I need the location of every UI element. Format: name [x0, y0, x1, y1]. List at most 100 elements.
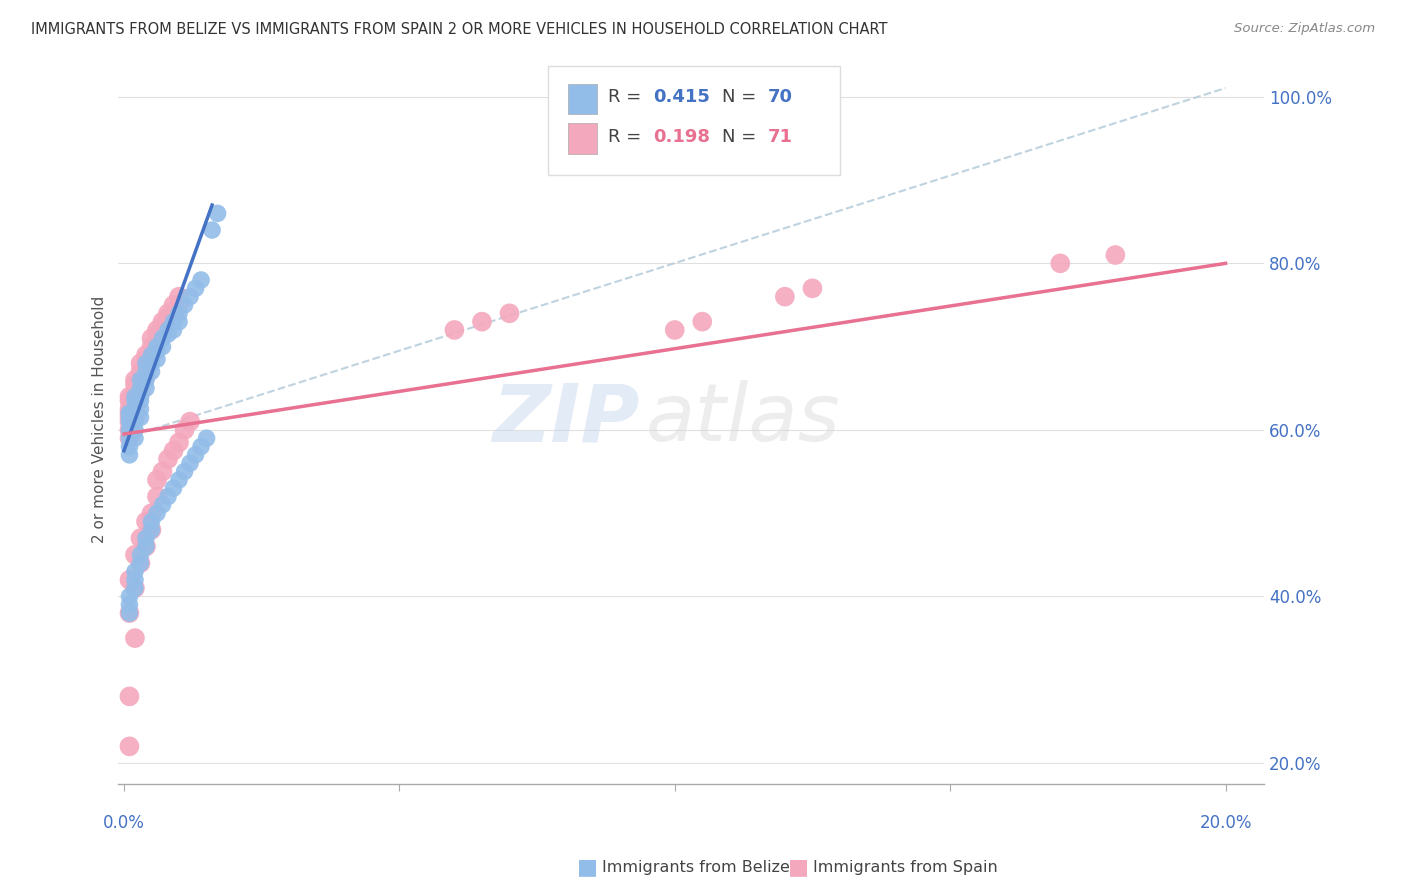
- Point: [141, 348, 163, 362]
- Text: N =: N =: [723, 128, 762, 146]
- Point: [118, 573, 141, 587]
- Point: [173, 465, 195, 479]
- Point: [162, 443, 184, 458]
- Point: [124, 565, 146, 579]
- Point: [443, 323, 465, 337]
- Point: [129, 373, 152, 387]
- Point: [124, 393, 146, 408]
- Point: [173, 423, 195, 437]
- Point: [129, 390, 152, 404]
- Point: [152, 327, 174, 342]
- FancyBboxPatch shape: [548, 66, 841, 176]
- Point: [773, 290, 796, 304]
- Point: [141, 523, 163, 537]
- Point: [162, 323, 184, 337]
- Point: [124, 385, 146, 400]
- Text: Source: ZipAtlas.com: Source: ZipAtlas.com: [1234, 22, 1375, 36]
- Point: [167, 315, 190, 329]
- Point: [118, 393, 141, 408]
- Point: [162, 298, 184, 312]
- Point: [135, 348, 157, 362]
- Point: [124, 631, 146, 645]
- Text: 0.198: 0.198: [654, 128, 710, 146]
- Point: [124, 573, 146, 587]
- Point: [179, 415, 201, 429]
- Point: [135, 540, 157, 554]
- Point: [135, 360, 157, 375]
- Point: [167, 435, 190, 450]
- Point: [118, 415, 141, 429]
- Point: [1104, 248, 1126, 262]
- Point: [135, 373, 157, 387]
- Point: [118, 415, 141, 429]
- Point: [141, 331, 163, 345]
- Point: [152, 318, 174, 333]
- Point: [167, 298, 190, 312]
- Y-axis label: 2 or more Vehicles in Household: 2 or more Vehicles in Household: [93, 296, 107, 543]
- Point: [129, 381, 152, 395]
- Point: [190, 440, 212, 454]
- Text: R =: R =: [607, 88, 647, 106]
- Text: ■: ■: [578, 857, 598, 877]
- Point: [141, 523, 163, 537]
- Point: [129, 373, 152, 387]
- Point: [135, 352, 157, 367]
- Point: [129, 402, 152, 417]
- Text: Immigrants from Spain: Immigrants from Spain: [813, 860, 997, 874]
- Point: [201, 223, 224, 237]
- Point: [162, 315, 184, 329]
- Point: [118, 390, 141, 404]
- Text: atlas: atlas: [645, 381, 841, 458]
- Point: [146, 340, 169, 354]
- Text: N =: N =: [723, 88, 762, 106]
- Point: [124, 581, 146, 595]
- Point: [141, 348, 163, 362]
- Point: [118, 606, 141, 620]
- Point: [152, 340, 174, 354]
- Point: [162, 481, 184, 495]
- Point: [146, 506, 169, 520]
- Point: [124, 548, 146, 562]
- Point: [118, 690, 141, 704]
- Point: [141, 356, 163, 370]
- Text: ZIP: ZIP: [492, 381, 640, 458]
- Point: [118, 402, 141, 417]
- Point: [118, 590, 141, 604]
- Point: [118, 431, 141, 445]
- Point: [156, 327, 179, 342]
- Point: [129, 531, 152, 545]
- Text: 0.0%: 0.0%: [103, 814, 145, 832]
- Point: [124, 410, 146, 425]
- Point: [124, 410, 146, 425]
- Point: [141, 515, 163, 529]
- Point: [135, 540, 157, 554]
- Point: [118, 598, 141, 612]
- Point: [152, 331, 174, 345]
- Point: [156, 452, 179, 467]
- Point: [124, 423, 146, 437]
- Point: [118, 406, 141, 420]
- Point: [207, 206, 229, 220]
- Point: [471, 315, 494, 329]
- Text: IMMIGRANTS FROM BELIZE VS IMMIGRANTS FROM SPAIN 2 OR MORE VEHICLES IN HOUSEHOLD : IMMIGRANTS FROM BELIZE VS IMMIGRANTS FRO…: [31, 22, 887, 37]
- Point: [152, 498, 174, 512]
- Point: [124, 390, 146, 404]
- Text: 20.0%: 20.0%: [1199, 814, 1251, 832]
- Point: [184, 448, 207, 462]
- Point: [124, 393, 146, 408]
- Point: [664, 323, 686, 337]
- Point: [801, 281, 824, 295]
- Point: [118, 410, 141, 425]
- Point: [146, 490, 169, 504]
- Point: [167, 473, 190, 487]
- Point: [124, 402, 146, 417]
- Point: [141, 340, 163, 354]
- Point: [129, 393, 152, 408]
- Point: [146, 323, 169, 337]
- Point: [156, 310, 179, 325]
- Point: [179, 456, 201, 470]
- Point: [690, 315, 713, 329]
- Point: [195, 431, 218, 445]
- Point: [124, 373, 146, 387]
- Point: [135, 515, 157, 529]
